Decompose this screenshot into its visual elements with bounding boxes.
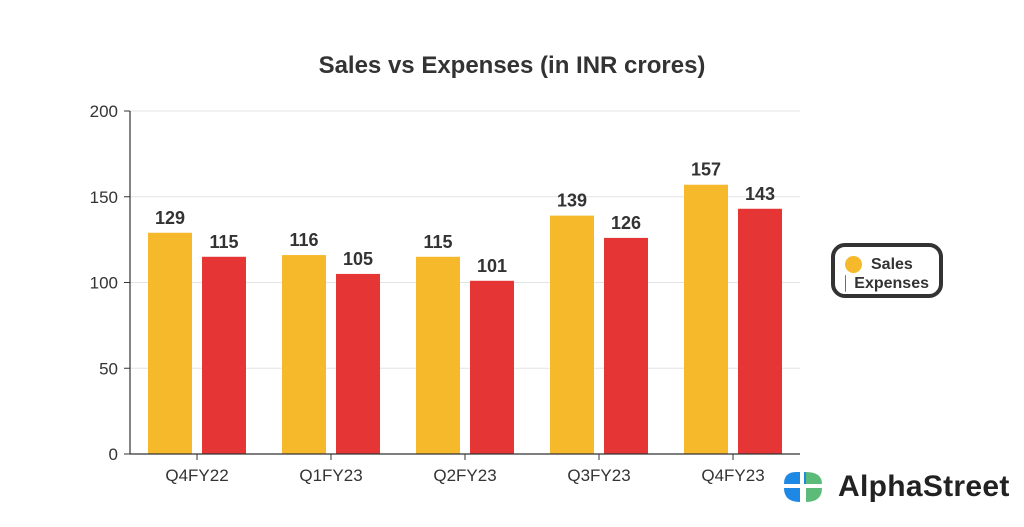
data-label: 143 xyxy=(745,184,775,204)
data-label: 129 xyxy=(155,208,185,228)
logo-mark-icon xyxy=(784,472,822,502)
data-label: 115 xyxy=(423,232,452,252)
bar-expenses xyxy=(470,280,514,454)
bar-sales xyxy=(416,256,460,454)
y-tick-label: 100 xyxy=(90,274,118,293)
logo-text: AlphaStreet xyxy=(838,470,1010,503)
chart-title: Sales vs Expenses (in INR crores) xyxy=(318,52,706,79)
y-tick-label: 150 xyxy=(90,188,118,207)
alphastreet-logo: AlphaStreet xyxy=(782,470,1010,504)
y-tick-label: 200 xyxy=(90,102,118,121)
y-tick-label: 0 xyxy=(109,445,118,464)
x-tick-label: Q2FY23 xyxy=(433,466,496,485)
x-tick-label: Q4FY23 xyxy=(701,466,764,485)
data-label: 126 xyxy=(611,213,641,233)
data-label: 105 xyxy=(343,249,373,269)
bar-expenses xyxy=(202,256,246,454)
data-label: 157 xyxy=(691,160,721,180)
bar-expenses xyxy=(738,208,782,454)
data-label: 139 xyxy=(557,191,587,211)
x-tick-label: Q1FY23 xyxy=(299,466,362,485)
bar-expenses xyxy=(336,273,380,454)
bar-sales xyxy=(550,215,594,454)
bar-sales xyxy=(148,232,192,454)
x-tick-label: Q3FY23 xyxy=(567,466,630,485)
legend-item-expenses: Expenses xyxy=(845,274,929,293)
bar-sales xyxy=(684,184,728,454)
data-label: 115 xyxy=(209,232,238,252)
legend-swatch-sales xyxy=(845,256,862,273)
bar-expenses xyxy=(604,237,648,454)
legend-label-expenses: Expenses xyxy=(854,274,929,292)
data-label: 101 xyxy=(477,256,507,276)
bar-sales xyxy=(282,255,326,454)
y-tick-label: 50 xyxy=(99,359,118,378)
x-tick-label: Q4FY22 xyxy=(165,466,228,485)
legend-item-sales: Sales xyxy=(845,255,929,274)
data-label: 116 xyxy=(289,230,318,250)
legend-label-sales: Sales xyxy=(871,255,913,273)
legend: Sales Expenses xyxy=(831,243,943,298)
